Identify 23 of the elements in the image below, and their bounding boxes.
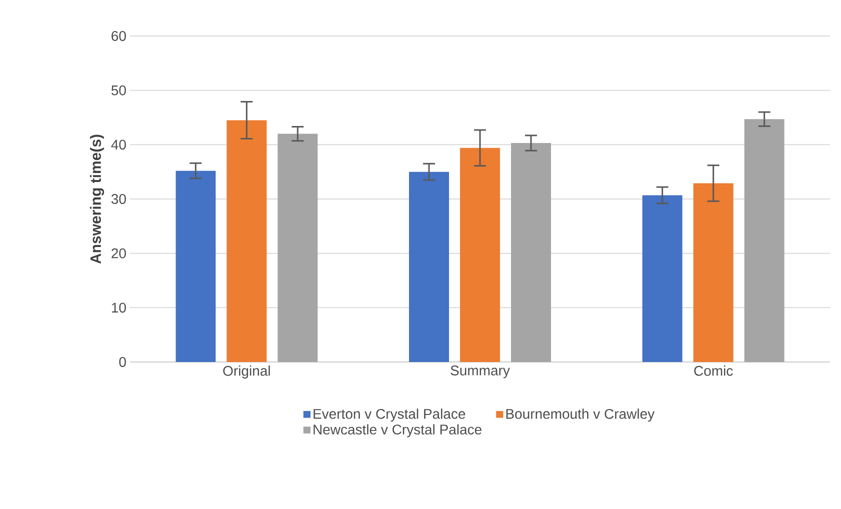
legend-label: Newcastle v Crystal Palace: [314, 424, 482, 438]
x-tick-label: Original: [223, 366, 270, 379]
y-tick-label: 20: [112, 248, 126, 258]
y-tick-label: 30: [111, 194, 126, 204]
legend-label: Bournemouth v Crawley: [506, 408, 655, 422]
bar: [278, 134, 318, 362]
bar: [409, 172, 450, 362]
bar: [511, 143, 551, 362]
x-tick-label: Comic: [694, 366, 733, 376]
y-tick-label: 60: [112, 31, 126, 41]
y-axis-title: Answering time(s): [90, 134, 104, 264]
bar: [226, 120, 267, 362]
bar: [642, 195, 682, 362]
y-tick-label: 0: [119, 357, 126, 367]
x-tick-label: Summary: [450, 366, 510, 378]
legend-label: Everton v Crystal Palace: [314, 408, 466, 422]
y-tick-label: 40: [111, 140, 126, 150]
bar: [176, 170, 216, 362]
bar: [744, 119, 784, 362]
bar: [693, 183, 734, 362]
y-tick-label: 50: [111, 85, 126, 96]
y-tick-label: 10: [112, 302, 126, 313]
bar: [460, 148, 500, 362]
